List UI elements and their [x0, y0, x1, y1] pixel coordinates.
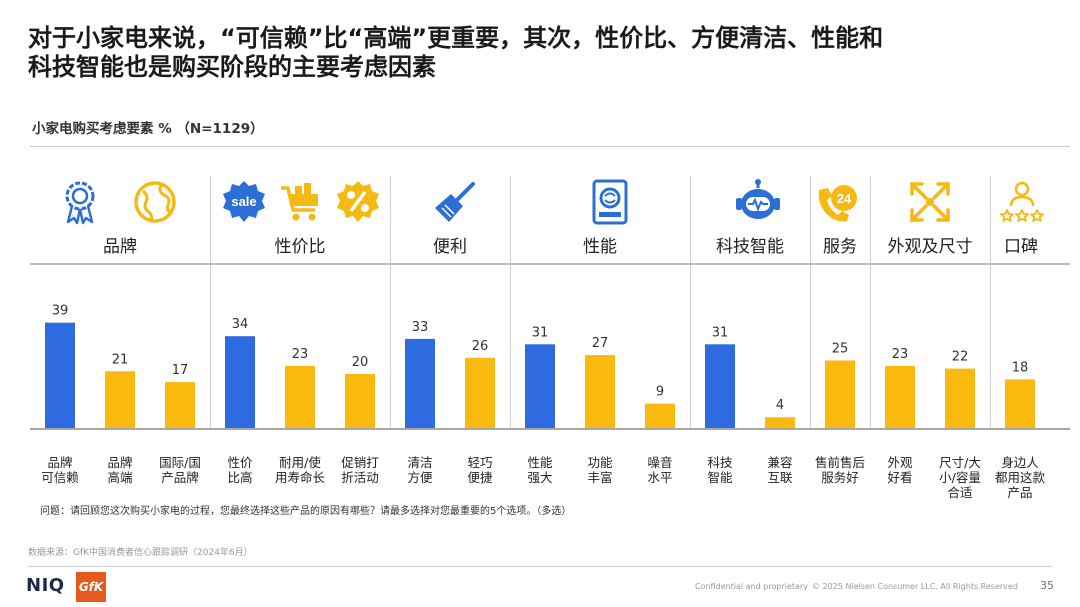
group-divider	[810, 176, 811, 430]
bar	[945, 368, 975, 428]
page-number: 35	[1040, 579, 1054, 592]
group-label-appearance: 外观及尺寸	[887, 237, 973, 257]
data-label: 22	[952, 350, 969, 365]
x-tick-label: 性能 强大	[527, 455, 553, 485]
group-label-smart-tech: 科技智能	[716, 237, 784, 257]
shopping-cart-icon	[281, 183, 318, 221]
svg-text:24: 24	[837, 191, 852, 206]
bar	[825, 360, 855, 428]
x-tick-label: 功能 丰富	[587, 455, 613, 485]
x-tick-label: 耐用/使 用寿命长	[274, 455, 325, 485]
bar	[645, 403, 675, 428]
group-label-reputation: 口碑	[1004, 237, 1038, 257]
user-rating-stars-icon	[1000, 181, 1044, 222]
x-tick-label: 清洁 方便	[407, 455, 433, 485]
x-tick-label: 身边人 都用这款 产品	[994, 455, 1045, 500]
globe-icon	[134, 181, 176, 223]
data-label: 17	[172, 363, 189, 378]
group-divider	[990, 176, 991, 430]
subtitle-divider	[30, 146, 1070, 147]
bar	[225, 336, 255, 428]
group-divider	[510, 176, 511, 430]
x-axis-baseline	[30, 428, 1070, 430]
group-divider	[870, 176, 871, 430]
bar	[465, 357, 495, 428]
page-title: 对于小家电来说，“可信赖”比“高端”更重要，其次，性价比、方便清洁、性能和 科技…	[28, 24, 884, 81]
group-divider	[390, 176, 391, 430]
group-label-convenience: 便利	[433, 237, 467, 257]
footer-divider	[28, 566, 1052, 567]
bar	[45, 322, 75, 428]
x-tick-label: 性价 比高	[227, 455, 253, 485]
x-tick-label: 售前售后 服务好	[814, 455, 865, 485]
data-label: 18	[1012, 360, 1029, 375]
x-tick-label: 兼容 互联	[767, 455, 793, 485]
x-tick-label: 噪音 水平	[647, 455, 673, 485]
x-tick-label: 品牌 可信赖	[41, 455, 79, 485]
appliance-device-icon	[592, 179, 628, 225]
data-label: 39	[52, 304, 69, 319]
confidential-note: Confidential and proprietary	[695, 582, 808, 591]
group-label-value: 性价比	[274, 237, 326, 257]
x-tick-label: 外观 好看	[887, 455, 913, 485]
niq-logo: NIQ	[26, 575, 65, 596]
bar	[105, 371, 135, 428]
bar	[525, 344, 555, 428]
data-label: 26	[472, 339, 489, 354]
data-label: 33	[412, 320, 429, 335]
gfk-logo: GfK	[76, 572, 106, 602]
data-label: 9	[656, 385, 664, 400]
cleaning-brush-icon	[435, 182, 475, 222]
sale-tag-icon: sale	[223, 181, 265, 222]
survey-question-note: 问题：请回顾您这次购买小家电的过程，您最终选择这些产品的原因有哪些？请最多选择对…	[40, 506, 572, 517]
data-label: 20	[352, 355, 369, 370]
x-tick-label: 轻巧 便捷	[467, 455, 493, 485]
data-label: 4	[776, 398, 784, 413]
svg-text:sale: sale	[231, 194, 256, 209]
bar	[285, 365, 315, 428]
x-tick-label: 科技 智能	[707, 455, 733, 485]
percent-badge-icon	[337, 181, 379, 222]
copyright-note: © 2025 Nielsen Consumer LLC. All Rights …	[812, 582, 1018, 591]
data-source-note: 数据来源：GfK中国消费者信心跟踪调研（2024年6月）	[28, 548, 253, 558]
data-label: 31	[532, 325, 549, 340]
bar	[345, 374, 375, 428]
smart-robot-icon	[736, 179, 780, 219]
bar	[1005, 379, 1035, 428]
group-label-brand: 品牌	[103, 237, 137, 257]
data-label: 34	[232, 317, 249, 332]
data-label: 21	[112, 352, 129, 367]
group-label-performance: 性能	[583, 237, 617, 257]
data-label: 27	[592, 336, 609, 351]
header-divider	[30, 263, 1070, 265]
bar	[885, 365, 915, 428]
group-divider	[210, 176, 211, 430]
service-phone-24-icon: 24	[818, 185, 857, 222]
x-tick-label: 尺寸/大 小/容量 合适	[939, 455, 981, 500]
data-label: 23	[892, 347, 909, 362]
x-tick-label: 国际/国 产品牌	[159, 455, 201, 485]
chart-subtitle: 小家电购买考虑要素 % （N=1129）	[32, 121, 264, 137]
data-label: 23	[292, 347, 309, 362]
data-label: 25	[832, 342, 849, 357]
bar	[405, 338, 435, 428]
award-ribbon-icon	[65, 181, 95, 225]
group-label-service: 服务	[823, 237, 857, 257]
bar	[165, 382, 195, 428]
bar	[705, 344, 735, 428]
bar	[585, 355, 615, 428]
bar	[765, 417, 795, 428]
data-label: 31	[712, 325, 729, 340]
x-tick-label: 品牌 高端	[107, 455, 133, 485]
group-divider	[690, 176, 691, 430]
x-tick-label: 促销打 折活动	[341, 455, 379, 485]
expand-arrows-icon	[910, 182, 950, 222]
